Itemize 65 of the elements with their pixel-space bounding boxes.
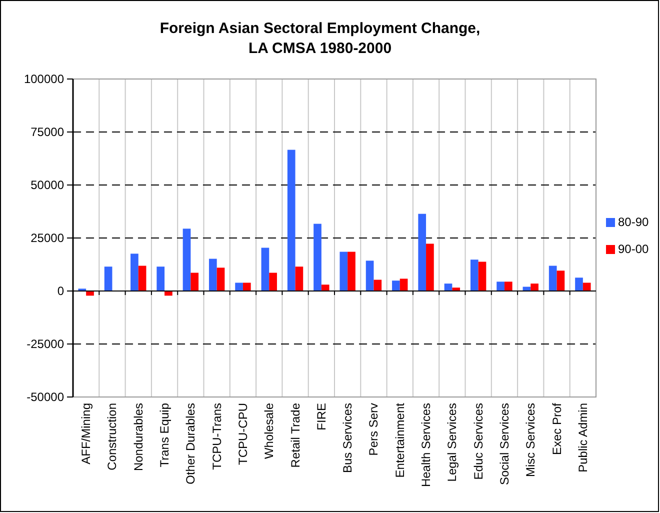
x-tick-label: Other Durables [184,403,198,484]
bar [138,266,146,291]
x-tick-label: Entertainment [392,402,407,478]
y-tick-label: 75000 [30,124,64,139]
bar [235,282,243,291]
bar [470,260,478,291]
bar [496,282,504,291]
bar [392,280,400,291]
x-tick-label: FIRE [314,403,328,430]
bar [418,214,426,291]
x-tick-label: Wholesale [262,402,276,460]
x-tick-label: Exec Prof [550,402,564,456]
x-tick-label: Bus Services [340,403,355,474]
chart-title: Foreign Asian Sectoral Employment Change, LA CMSA 1980-2000 [160,20,480,57]
y-tick-label: -50000 [26,390,64,404]
bar [374,280,382,291]
bar [582,282,591,291]
bar [287,150,296,291]
x-tick-label: Health Services [419,403,434,488]
bar [530,284,538,291]
bar [182,228,191,291]
bar [478,262,486,291]
y-tick-label: 100000 [24,72,64,86]
x-tick-label: TCPU-Trans [210,403,224,470]
x-tick-label: Trans Equip [158,402,172,468]
x-tick-label: Legal Services [445,403,460,482]
bar [548,266,557,291]
legend-label: 80-90 [618,215,650,229]
y-tick-label: 0 [57,284,64,298]
bar [348,252,356,291]
x-tick-label: Social Services [497,403,512,486]
x-tick-label: Educ Services [471,403,486,480]
y-tick-label: 25000 [30,230,64,245]
x-tick-label: Pers Serv [366,403,381,456]
bar [314,224,322,291]
bar [504,282,512,291]
x-tick-label: Misc Services [524,403,538,478]
bar [340,252,348,291]
bar [556,270,565,291]
bar [444,284,452,291]
bar [426,244,434,291]
bar [575,278,583,291]
y-tick-label: 50000 [30,178,64,192]
bar [366,260,374,291]
x-tick-label: Construction [105,403,120,470]
bar [295,266,304,291]
bar [269,272,277,291]
bar [208,258,217,291]
bar [216,268,225,291]
bar [156,266,165,291]
x-tick-label: Public Admin [576,403,590,472]
bar [242,282,251,291]
legend-label: 90-00 [618,242,650,256]
bar [400,278,408,291]
x-tick-label: AFF/Mining [79,403,94,464]
bar [190,272,199,291]
bar [452,288,460,291]
x-tick-label: Retail Trade [288,402,302,468]
bar [261,248,270,291]
bar [104,266,112,291]
y-tick-label: -25000 [26,336,64,351]
bar [321,284,330,291]
bar [130,254,138,291]
x-tick-label: Nondurables [131,403,146,472]
x-tick-label: TCPU-CPU [236,403,250,465]
